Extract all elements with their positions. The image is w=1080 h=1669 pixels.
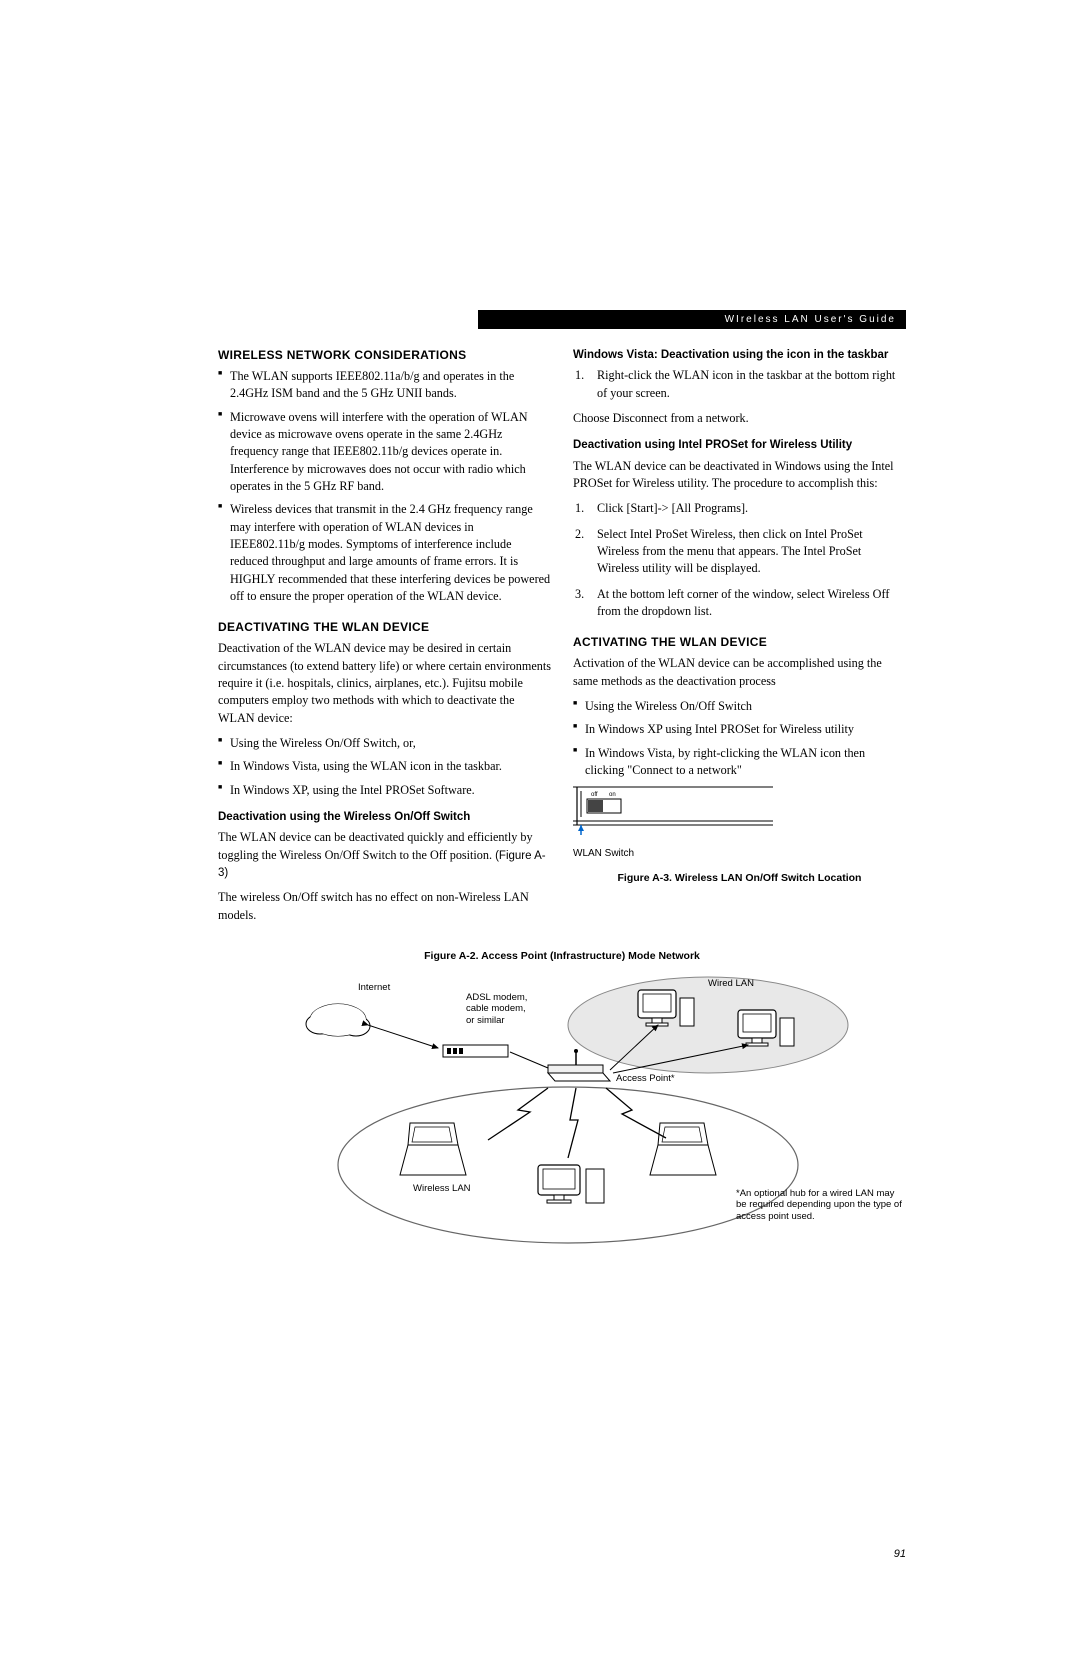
bullet-item: Wireless devices that transmit in the 2.…	[218, 501, 551, 605]
subheading-intel-proset: Deactivation using Intel PROSet for Wire…	[573, 437, 906, 453]
step-text: Click [Start]-> [All Programs].	[597, 501, 748, 515]
page-header-bar: WIreless LAN User's Guide	[478, 310, 906, 329]
bullet-item: In Windows Vista, by right-clicking the …	[573, 745, 906, 780]
proset-paragraph: The WLAN device can be deactivated in Wi…	[573, 458, 906, 493]
disconnect-paragraph: Choose Disconnect from a network.	[573, 410, 906, 427]
step-number: 2.	[575, 526, 584, 543]
nowireless-paragraph: The wireless On/Off switch has no effect…	[218, 889, 551, 924]
wlan-switch-diagram: off on	[573, 785, 906, 840]
label-access-point: Access Point*	[616, 1073, 675, 1084]
heading-deactivating: DEACTIVATING THE WLAN DEVICE	[218, 619, 551, 636]
subheading-onoff-switch: Deactivation using the Wireless On/Off S…	[218, 809, 551, 825]
document-page: WIreless LAN User's Guide WIRELESS NETWO…	[218, 310, 906, 1250]
switch-caption: WLAN Switch	[573, 847, 906, 861]
list-item: 1. Right-click the WLAN icon in the taskb…	[573, 367, 906, 402]
left-column: WIRELESS NETWORK CONSIDERATIONS The WLAN…	[218, 347, 551, 932]
step-text: At the bottom left corner of the window,…	[597, 587, 889, 618]
deactivating-paragraph: Deactivation of the WLAN device may be d…	[218, 640, 551, 727]
onoff-paragraph: The WLAN device can be deactivated quick…	[218, 829, 551, 881]
svg-text:off: off	[591, 792, 598, 798]
svg-text:on: on	[609, 792, 616, 798]
step-text: Select Intel ProSet Wireless, then click…	[597, 527, 863, 576]
heading-wireless-considerations: WIRELESS NETWORK CONSIDERATIONS	[218, 347, 551, 364]
label-modem: ADSL modem, cable modem, or similar	[466, 992, 527, 1026]
bullet-item: In Windows XP using Intel PROSet for Wir…	[573, 721, 906, 738]
bullet-item: Using the Wireless On/Off Switch	[573, 698, 906, 715]
heading-activating: ACTIVATING THE WLAN DEVICE	[573, 634, 906, 651]
subheading-vista-taskbar: Windows Vista: Deactivation using the ic…	[573, 347, 906, 363]
onoff-text: The WLAN device can be deactivated quick…	[218, 830, 533, 861]
figure-a3-title: Figure A-3. Wireless LAN On/Off Switch L…	[573, 871, 906, 886]
bullet-item: The WLAN supports IEEE802.11a/b/g and op…	[218, 368, 551, 403]
activating-paragraph: Activation of the WLAN device can be acc…	[573, 655, 906, 690]
proset-steps: 1. Click [Start]-> [All Programs]. 2. Sele…	[573, 500, 906, 620]
figure-a2-title: Figure A-2. Access Point (Infrastructure…	[218, 950, 906, 962]
vista-steps: 1. Right-click the WLAN icon in the taskb…	[573, 367, 906, 402]
label-wired-lan: Wired LAN	[708, 978, 754, 989]
step-text: Right-click the WLAN icon in the taskbar…	[597, 368, 895, 399]
step-number: 1.	[575, 500, 584, 517]
list-item: 1. Click [Start]-> [All Programs].	[573, 500, 906, 517]
step-number: 3.	[575, 586, 584, 603]
right-column: Windows Vista: Deactivation using the ic…	[573, 347, 906, 932]
considerations-bullets: The WLAN supports IEEE802.11a/b/g and op…	[218, 368, 551, 605]
deactivating-methods-bullets: Using the Wireless On/Off Switch, or, In…	[218, 735, 551, 799]
switch-svg: off on	[573, 785, 773, 835]
label-wireless-lan: Wireless LAN	[413, 1183, 471, 1194]
label-internet: Internet	[358, 982, 390, 993]
activating-bullets: Using the Wireless On/Off Switch In Wind…	[573, 698, 906, 779]
bullet-item: In Windows Vista, using the WLAN icon in…	[218, 758, 551, 775]
bullet-item: In Windows XP, using the Intel PROSet So…	[218, 782, 551, 799]
step-number: 1.	[575, 367, 584, 384]
list-item: 3. At the bottom left corner of the windo…	[573, 586, 906, 621]
label-footnote: *An optional hub for a wired LAN may be …	[736, 1188, 906, 1222]
bullet-item: Microwave ovens will interfere with the …	[218, 409, 551, 496]
list-item: 2. Select Intel ProSet Wireless, then cli…	[573, 526, 906, 578]
header-title: WIreless LAN User's Guide	[725, 314, 896, 325]
page-number: 91	[894, 1548, 906, 1560]
bullet-item: Using the Wireless On/Off Switch, or,	[218, 735, 551, 752]
two-column-layout: WIRELESS NETWORK CONSIDERATIONS The WLAN…	[218, 347, 906, 932]
network-diagram: Internet ADSL modem, cable modem, or sim…	[218, 970, 906, 1250]
